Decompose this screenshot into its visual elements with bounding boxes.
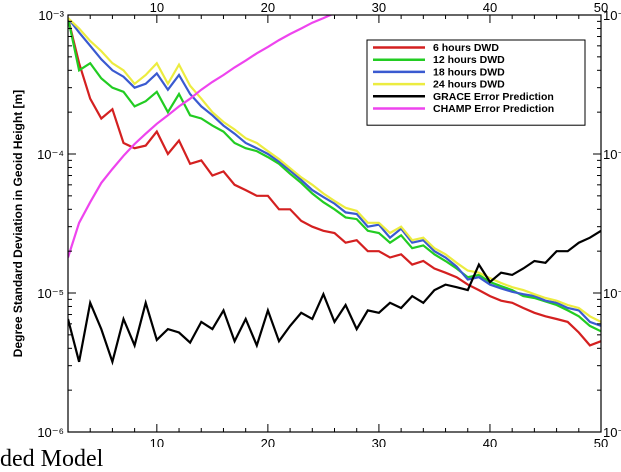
y-tick-label-left: 10⁻⁶ [37, 425, 64, 440]
x-tick-label-bottom: 10 [150, 436, 164, 447]
y-tick-label-right: 10⁻⁵ [603, 286, 621, 301]
series-line-3 [68, 17, 601, 327]
x-tick-label-top: 10 [150, 0, 164, 15]
y-tick-label-left: 10⁻⁵ [37, 286, 64, 301]
y-tick-label-left: 10⁻³ [38, 8, 64, 23]
series-line-2 [68, 17, 601, 333]
legend-label-2: 12 hours DWD [433, 54, 505, 66]
legend-label-3: 18 hours DWD [433, 66, 505, 78]
chart-canvas: 1010202030304040505010⁻⁶10⁻⁵10⁻⁴10⁻³10⁻⁶… [11, 0, 621, 447]
legend-box [366, 39, 586, 126]
series-line-4 [68, 17, 601, 323]
axes: 1010202030304040505010⁻⁶10⁻⁵10⁻⁴10⁻³10⁻⁶… [11, 0, 621, 447]
y-tick-label-left: 10⁻⁴ [37, 147, 64, 162]
x-tick-label-top: 40 [483, 0, 497, 15]
x-tick-label-bottom: 40 [483, 436, 497, 447]
x-tick-label-bottom: 20 [261, 436, 275, 447]
series-line-1 [68, 17, 601, 347]
x-tick-label-bottom: 50 [594, 436, 608, 447]
x-tick-label-top: 20 [261, 0, 275, 15]
series-line-6 [68, 15, 334, 258]
y-axis-title: Degree Standard Deviation in Geoid Heigh… [11, 90, 25, 357]
y-tick-label-right: 10⁻³ [603, 8, 621, 23]
legend-label-1: 6 hours DWD [433, 42, 499, 54]
x-tick-label-bottom: 30 [372, 436, 386, 447]
page-caption-fragment: ded Model [0, 446, 104, 472]
legend-label-4: 24 hours DWD [433, 79, 505, 91]
x-tick-label-top: 50 [594, 0, 608, 15]
plot-area [68, 15, 601, 366]
legend-label-5: GRACE Error Prediction [433, 91, 554, 103]
series-line-5 [68, 229, 601, 366]
x-tick-label-top: 30 [372, 0, 386, 15]
y-tick-label-right: 10⁻⁴ [603, 147, 621, 162]
y-tick-label-right: 10⁻⁶ [603, 425, 621, 440]
legend-label-6: CHAMP Error Prediction [433, 103, 554, 115]
